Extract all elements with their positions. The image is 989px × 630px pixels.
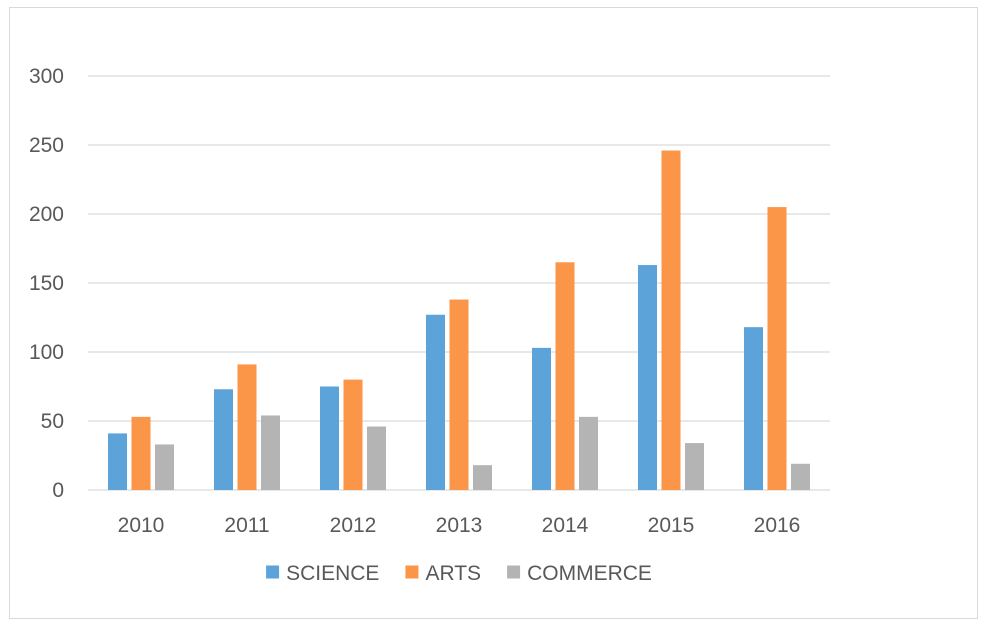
bar-science-2014 [532, 347, 551, 490]
legend: SCIENCE ARTS COMMERCE [266, 562, 652, 585]
bar-commerce-2013 [473, 465, 492, 490]
legend-label-arts: ARTS [425, 562, 481, 585]
legend-label-commerce: COMMERCE [527, 562, 652, 585]
x-tick-label: 2010 [118, 514, 165, 537]
bar-arts-2012 [343, 379, 363, 490]
legend-label-science: SCIENCE [286, 562, 379, 585]
y-axis-tick-labels: 0 50 100 150 200 250 300 [29, 65, 64, 502]
y-tick-label: 150 [29, 272, 64, 295]
y-tick-label: 100 [29, 341, 64, 364]
bar-arts-2010 [131, 416, 151, 490]
bar-science-2013 [426, 314, 445, 490]
bar-commerce-2014 [579, 416, 598, 490]
y-tick-label: 300 [29, 65, 64, 88]
legend-swatch-science [266, 565, 280, 579]
bar-arts-2015 [661, 150, 681, 490]
bar-arts-2013 [449, 299, 469, 490]
bar-arts-2014 [555, 262, 575, 490]
x-tick-label: 2015 [648, 514, 695, 537]
bar-commerce-2012 [367, 426, 386, 490]
bar-commerce-2016 [791, 463, 810, 490]
bar-arts-2016 [767, 207, 787, 490]
x-tick-label: 2011 [224, 514, 269, 537]
bar-science-2010 [108, 433, 127, 490]
gridlines [88, 75, 830, 491]
bar-science-2011 [214, 389, 233, 490]
legend-swatch-arts [405, 565, 419, 579]
bar-commerce-2010 [155, 444, 174, 490]
bar-science-2012 [320, 386, 339, 490]
legend-swatch-commerce [507, 565, 521, 579]
y-tick-label: 50 [41, 410, 64, 433]
x-tick-label: 2016 [754, 514, 801, 537]
bars [108, 150, 810, 490]
y-tick-label: 250 [29, 134, 64, 157]
bar-arts-2011 [237, 364, 257, 490]
bar-commerce-2011 [261, 415, 280, 490]
x-tick-label: 2014 [542, 514, 589, 537]
y-tick-label: 0 [52, 479, 64, 502]
x-tick-label: 2013 [436, 514, 483, 537]
bar-science-2015 [638, 265, 657, 490]
bar-science-2016 [744, 327, 763, 490]
x-axis-tick-labels: 2010 2011 2012 2013 2014 2015 2016 [118, 514, 801, 537]
x-tick-label: 2012 [330, 514, 377, 537]
bar-commerce-2015 [685, 443, 704, 490]
chart-frame [9, 7, 978, 619]
y-tick-label: 200 [29, 203, 64, 226]
